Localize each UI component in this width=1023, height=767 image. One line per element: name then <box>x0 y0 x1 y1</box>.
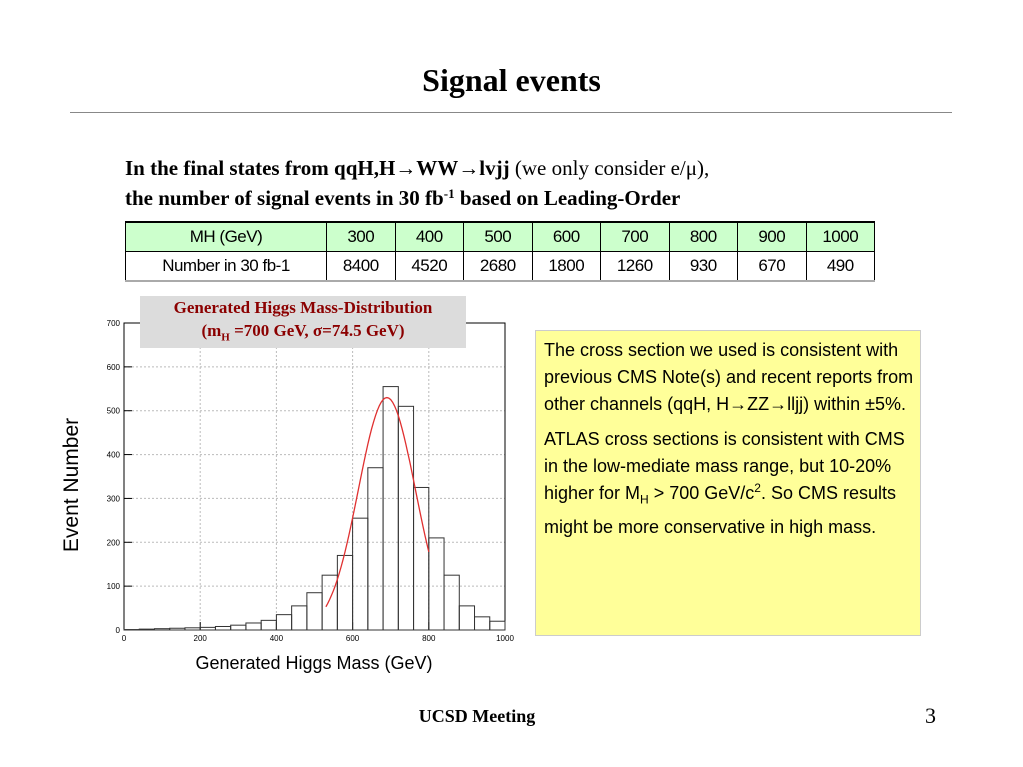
intro-line1-part-c: lvjj <box>479 156 510 180</box>
histogram-bar <box>367 467 384 631</box>
y-tick-label: 600 <box>107 363 121 372</box>
plot-caption-part-b: =700 GeV, σ=74.5 GeV) <box>229 321 405 340</box>
note-p2-sup: 2 <box>754 481 761 495</box>
histogram-bar <box>474 616 491 631</box>
histogram-bar <box>321 574 338 631</box>
intro-line2-part-b: based on Leading-Order <box>454 186 681 210</box>
footer-meeting: UCSD Meeting <box>418 706 536 726</box>
histogram-bar <box>199 626 216 631</box>
x-tick-label: 800 <box>422 634 436 643</box>
table-cell-events: 930 <box>668 251 738 282</box>
higgs-mass-histogram: Event Number Generated Higgs Mass (GeV) … <box>60 319 514 673</box>
y-tick-label: 0 <box>116 626 121 635</box>
x-tick-label: 1000 <box>496 634 514 643</box>
note-paragraph-1: The cross section we used is consistent … <box>544 337 916 418</box>
table-cell-mass: 700 <box>600 221 670 252</box>
page-number: 3 <box>925 703 936 728</box>
note-paragraph-2: ATLAS cross sections is consistent with … <box>544 426 916 541</box>
histogram-bar <box>443 574 460 631</box>
arrow-icon: → <box>395 156 417 180</box>
histogram-bar <box>352 517 369 631</box>
plot-caption-line-2: (mH =700 GeV, σ=74.5 GeV) <box>140 319 466 349</box>
histogram-bar <box>214 625 232 631</box>
histogram-bar <box>336 554 354 631</box>
table-cell-events: 1260 <box>600 251 670 282</box>
table-row-label: Number in 30 fb-1 <box>125 251 327 282</box>
table-cell-events: 8400 <box>326 251 396 282</box>
note-p2-part-c: . So CMS results might be more conservat… <box>544 483 897 537</box>
plot-caption-sub: H <box>221 331 230 344</box>
table-cell-events: 4520 <box>394 251 464 282</box>
histogram-bar <box>184 627 201 631</box>
plot-frame <box>123 322 506 631</box>
note-p1-part-b: ZZ <box>747 394 770 414</box>
histogram-bar <box>245 622 262 631</box>
x-tick-label: 200 <box>194 634 208 643</box>
histogram-bar <box>169 627 186 631</box>
table-cell-mass: 500 <box>463 221 533 252</box>
table-cell-events: 670 <box>737 251 807 282</box>
histogram-bar <box>138 628 155 631</box>
table-cell-events: 490 <box>805 251 875 282</box>
intro-line1-part-a: In the final states from qqH,H <box>125 156 396 180</box>
intro-line2-part-a: the number of signal events in 30 fb <box>125 186 444 210</box>
intro-line1-part-b: WW <box>416 156 459 180</box>
intro-text: In the final states from qqH,H→WW→lvjj (… <box>125 153 905 213</box>
histogram-bar <box>153 628 171 631</box>
table-cell-events: 1800 <box>531 251 601 282</box>
gaussian-fit-line <box>325 396 430 608</box>
y-tick-label: 500 <box>107 407 121 416</box>
table-cell-mass: 800 <box>668 221 738 252</box>
arrow-icon: → <box>769 394 788 414</box>
table-row: Number in 30 fb-1 8400 4520 2680 1800 12… <box>125 251 875 282</box>
x-tick-label: 400 <box>270 634 284 643</box>
y-tick-label: 200 <box>107 538 121 547</box>
table-cell-mass: 400 <box>394 221 464 252</box>
intro-line-2: the number of signal events in 30 fb-1 b… <box>125 183 905 213</box>
table-cell-mass: 600 <box>531 221 601 252</box>
y-axis-label: Event Number <box>60 418 83 552</box>
histogram-bar <box>260 619 277 631</box>
histogram-bar <box>413 486 430 631</box>
table-header-row: MH (GeV) 300 400 500 600 700 800 900 100… <box>125 221 875 252</box>
note-p1-part-a: The cross section we used is consistent … <box>544 340 914 414</box>
table-cell-mass: 900 <box>737 221 807 252</box>
histogram-bar <box>382 386 399 631</box>
arrow-icon: → <box>729 394 748 414</box>
x-axis-label: Generated Higgs Mass (GeV) <box>195 653 432 673</box>
table-cell-mass: 300 <box>326 221 396 252</box>
plot-caption-part-a: (m <box>201 321 222 340</box>
plot-caption-line-1: Generated Higgs Mass-Distribution <box>173 298 433 317</box>
histogram-bar <box>230 624 247 631</box>
plot-caption: Generated Higgs Mass-Distribution (mH =7… <box>140 296 466 348</box>
slide-title: Signal events <box>422 62 601 98</box>
title-divider <box>70 112 952 113</box>
histogram-bar <box>306 592 323 631</box>
note-p1-part-c: lljj) within ±5%. <box>787 394 907 414</box>
table-cell-events: 2680 <box>463 251 533 282</box>
intro-line1-part-d: (we only consider e/μ), <box>509 156 710 180</box>
intro-line2-sup: -1 <box>443 186 455 201</box>
histogram-bar <box>291 605 308 631</box>
histogram-bar <box>275 614 293 631</box>
intro-line-1: In the final states from qqH,H→WW→lvjj (… <box>125 153 905 183</box>
histogram-bar <box>428 537 445 631</box>
y-tick-label: 700 <box>107 319 121 328</box>
y-tick-label: 300 <box>107 494 121 503</box>
note-p2-part-b: > 700 GeV/c <box>648 483 755 503</box>
x-tick-label: 600 <box>346 634 360 643</box>
histogram-bar <box>458 605 476 631</box>
histogram-bar <box>397 405 415 631</box>
note-p2-sub: H <box>640 492 649 507</box>
table-cell-mass: 1000 <box>805 221 875 252</box>
y-tick-label: 400 <box>107 451 121 460</box>
arrow-icon: → <box>458 156 480 180</box>
table-header-label: MH (GeV) <box>125 221 327 252</box>
note-p2-part-a: ATLAS cross sections is consistent with … <box>544 429 905 503</box>
cross-section-note: The cross section we used is consistent … <box>535 330 921 636</box>
signal-events-table: MH (GeV) 300 400 500 600 700 800 900 100… <box>125 221 875 282</box>
y-tick-label: 100 <box>107 582 121 591</box>
histogram-bar <box>489 620 506 631</box>
x-tick-label: 0 <box>122 634 127 643</box>
